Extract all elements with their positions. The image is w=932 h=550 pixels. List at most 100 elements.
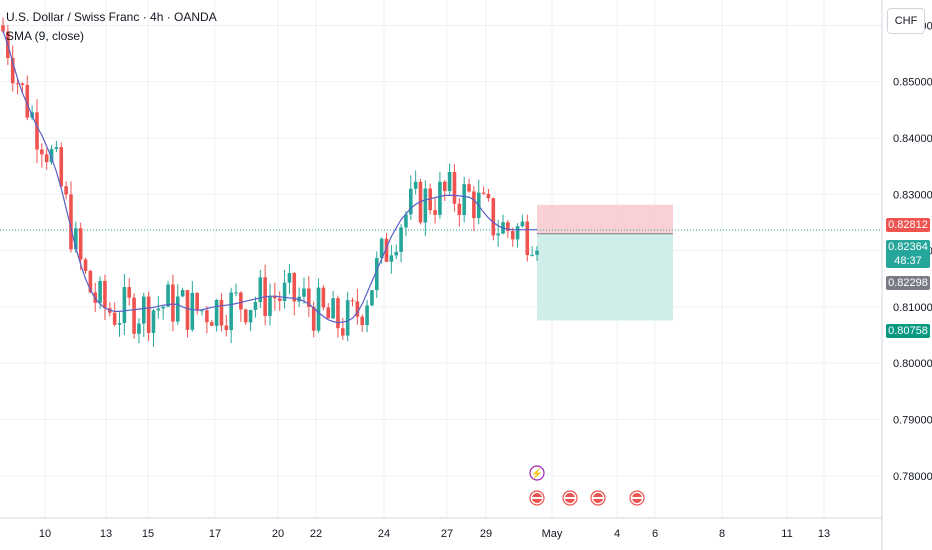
candle-body	[219, 300, 224, 326]
candle-body	[510, 231, 515, 240]
x-tick-label: May	[542, 528, 563, 540]
candle-body	[175, 296, 180, 322]
x-tick-label: 24	[378, 528, 390, 540]
x-tick-label: 11	[781, 528, 792, 540]
candle-body	[321, 287, 326, 308]
entry-price-tag: 0.82298	[886, 276, 930, 290]
candle-body	[399, 227, 403, 252]
candle-body	[408, 188, 413, 215]
x-tick-label: 17	[209, 528, 221, 540]
candle-body	[132, 297, 136, 334]
candle-body	[10, 58, 15, 84]
candle-body	[452, 171, 457, 204]
candle-body	[311, 306, 316, 331]
candle-body	[1, 25, 5, 32]
x-tick-label: 27	[441, 528, 453, 540]
candle-body	[530, 254, 534, 256]
take-profit-zone	[537, 233, 673, 321]
x-tick-label: 15	[142, 528, 154, 540]
candle-body	[74, 228, 78, 250]
candle-body	[200, 310, 204, 312]
y-tick-label: 0.85000	[893, 77, 932, 89]
currency-button[interactable]: CHF	[887, 8, 925, 34]
candle-body	[141, 296, 146, 324]
candle-body	[243, 309, 248, 323]
candle-body	[365, 305, 369, 326]
us-flag-stripe-icon	[565, 497, 575, 499]
x-tick-label: 22	[310, 528, 322, 540]
candle-body	[302, 288, 306, 297]
candle-body	[277, 298, 282, 301]
candle-body	[535, 250, 539, 255]
x-tick-label: 29	[480, 528, 492, 540]
y-tick-label: 0.78000	[893, 471, 932, 483]
x-tick-label: 13	[818, 528, 830, 540]
lightning-glyph-icon: ⚡	[531, 467, 543, 480]
candle-body	[103, 280, 107, 309]
candle-body	[239, 292, 243, 310]
candle-body	[185, 290, 190, 330]
candle-body	[190, 292, 195, 330]
candle-body	[462, 184, 466, 215]
x-tick-label: 20	[272, 528, 284, 540]
candle-body	[78, 228, 83, 260]
candle-body	[151, 310, 156, 333]
candle-body	[83, 259, 88, 271]
candle-body	[268, 296, 272, 316]
candle-body	[404, 214, 408, 228]
candle-body	[117, 323, 122, 325]
candle-body	[370, 290, 374, 306]
candle-body	[394, 251, 399, 256]
symbol-title[interactable]: U.S. Dollar / Swiss Franc · 4h · OANDA	[6, 10, 217, 24]
candle-body	[146, 296, 151, 333]
candle-body	[307, 288, 311, 307]
candle-body	[54, 147, 59, 149]
stop-price-tag: 0.82812	[886, 218, 930, 232]
candle-body	[282, 282, 287, 301]
us-flag-stripe-icon	[593, 497, 603, 499]
candle-body	[515, 226, 520, 240]
candle-body	[389, 255, 394, 262]
candle-body	[341, 328, 345, 336]
candle-body	[457, 203, 462, 215]
candle-body	[122, 287, 127, 324]
candle-body	[35, 112, 39, 150]
candle-body	[69, 194, 73, 250]
candle-body	[447, 171, 452, 192]
candle-body	[375, 258, 379, 291]
candle-body	[64, 186, 68, 195]
last-price-value: 0.82364	[888, 241, 928, 253]
candle-body	[88, 270, 93, 293]
candle-body	[345, 300, 350, 336]
candle-body	[25, 84, 30, 118]
candle-body	[433, 210, 437, 215]
x-tick-label: 8	[719, 528, 725, 540]
y-tick-label: 0.79000	[893, 414, 932, 426]
us-flag-stripe-icon	[532, 497, 542, 499]
candle-body	[360, 316, 365, 326]
x-tick-label: 4	[614, 528, 620, 540]
candle-body	[195, 292, 199, 311]
candle-body	[287, 273, 292, 283]
candle-body	[292, 273, 297, 302]
sma-line	[2, 30, 537, 324]
candle-body	[316, 287, 321, 331]
candle-body	[234, 292, 238, 294]
candle-body	[355, 301, 360, 317]
last-price-tag: 0.82364 48:37	[886, 240, 930, 268]
candle-body	[15, 83, 20, 85]
sma-indicator-label[interactable]: SMA (9, close)	[6, 29, 85, 43]
candle-body	[137, 323, 141, 334]
us-flag-stripe-icon	[632, 497, 642, 499]
candle-body	[379, 238, 384, 259]
candle-body	[171, 284, 175, 322]
candle-body	[384, 238, 389, 262]
candle-body	[472, 191, 476, 219]
y-tick-label: 0.81000	[893, 302, 932, 314]
candle-body	[112, 312, 117, 325]
stop-loss-zone	[537, 204, 673, 234]
candle-body	[525, 221, 530, 256]
candle-body	[229, 292, 233, 331]
candle-body	[413, 181, 418, 189]
